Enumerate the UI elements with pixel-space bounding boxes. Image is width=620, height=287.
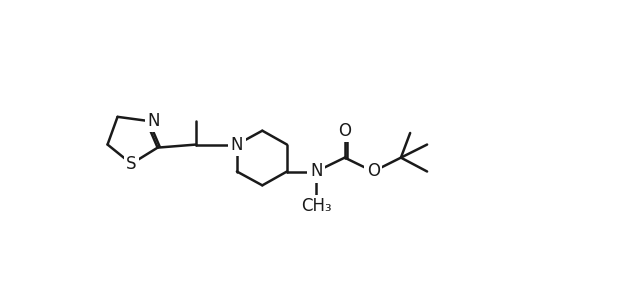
Text: S: S bbox=[126, 155, 136, 173]
Text: N: N bbox=[231, 135, 243, 154]
Text: N: N bbox=[148, 112, 160, 130]
Text: N: N bbox=[310, 162, 322, 181]
Text: O: O bbox=[338, 122, 351, 140]
Text: O: O bbox=[366, 162, 379, 181]
Text: CH₃: CH₃ bbox=[301, 197, 332, 215]
